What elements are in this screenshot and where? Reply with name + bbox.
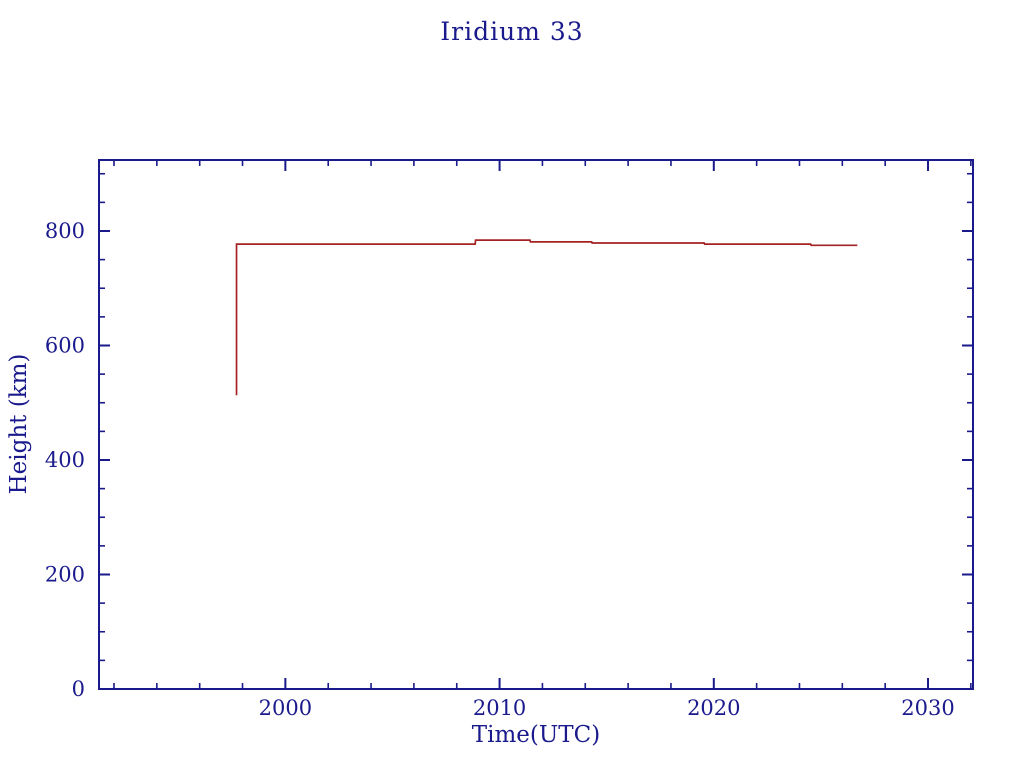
y-tick-label: 0 (72, 677, 85, 701)
y-axis-ticks (99, 172, 973, 690)
x-tick-label: 2030 (901, 696, 954, 720)
x-tick-label: 2010 (473, 696, 526, 720)
y-tick-label: 600 (45, 333, 85, 357)
y-axis-title: Height (km) (6, 354, 32, 495)
x-tick-label: 2000 (259, 696, 312, 720)
chart-title: Iridium 33 (440, 17, 583, 46)
y-axis-tick-labels: 0 200 400 600 800 (45, 219, 85, 701)
x-axis-tick-labels: 2000 2010 2020 2030 (259, 696, 955, 720)
y-tick-label: 800 (45, 219, 85, 243)
x-axis-ticks (113, 160, 972, 689)
y-tick-label: 200 (45, 562, 85, 586)
data-series-line (235, 239, 858, 396)
plot-frame (98, 159, 974, 690)
x-tick-label: 2020 (687, 696, 740, 720)
data-series-group (235, 239, 858, 396)
y-tick-label: 400 (45, 448, 85, 472)
x-axis-title: Time(UTC) (472, 722, 600, 748)
